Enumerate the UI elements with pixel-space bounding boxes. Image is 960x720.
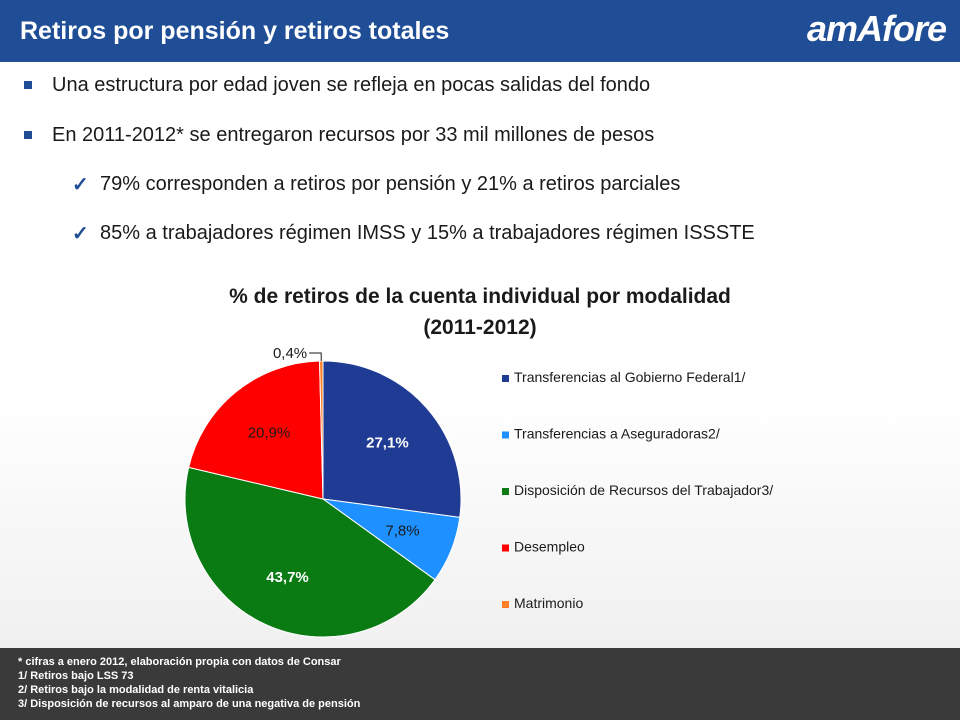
footnote: 2/ Retiros bajo la modalidad de renta vi… [18, 684, 254, 696]
data-label: 0,4% [273, 345, 307, 362]
legend-label: Desempleo [514, 539, 585, 555]
legend-swatch [502, 375, 509, 382]
page-title: Retiros por pensión y retiros totales [20, 17, 450, 45]
checkmark-icon: ✓ [72, 223, 89, 245]
checkmark-icon: ✓ [72, 174, 89, 196]
pie-slice [188, 360, 324, 500]
chart-title: % de retiros de la cuenta individual por… [229, 285, 731, 308]
amafore-logo: amAfore [806, 8, 947, 49]
footnote: 1/ Retiros bajo LSS 73 [18, 670, 134, 682]
legend-swatch [502, 431, 509, 439]
data-label: 7,8% [385, 523, 419, 540]
chart-subtitle: (2011-2012) [423, 316, 537, 339]
footer-bar: * cifras a enero 2012, elaboración propi… [0, 648, 960, 720]
footnote: 3/ Disposición de recursos al amparo de … [18, 698, 361, 710]
bullet-text: 85% a trabajadores régimen IMSS y 15% a … [100, 222, 755, 244]
bullet-text: Una estructura por edad joven se refleja… [52, 74, 651, 96]
pie-slice [184, 466, 436, 638]
bullet-text: 79% corresponden a retiros por pensión y… [100, 173, 681, 195]
legend-label: Matrimonio [514, 595, 583, 611]
bullet-square-icon [24, 81, 32, 89]
data-label: 27,1% [366, 435, 409, 452]
bullet-text: En 2011-2012* se entregaron recursos por… [52, 124, 655, 146]
pie-chart: 27,1% 7,8% 43,7% 20,9% 0,4% Transferencias al… [184, 345, 773, 638]
bullet-square-icon [24, 131, 32, 139]
pie-slice [322, 360, 462, 518]
legend-label: Disposición de Recursos del Trabajador3/ [514, 482, 773, 498]
legend-label: Transferencias a Aseguradoras2/ [514, 426, 720, 442]
data-label: 43,7% [266, 569, 309, 586]
data-label: 20,9% [248, 425, 291, 442]
legend-swatch [502, 544, 509, 552]
footnote: * cifras a enero 2012, elaboración propi… [18, 656, 341, 668]
legend-label: Transferencias al Gobierno Federal1/ [514, 369, 745, 385]
legend-swatch [502, 488, 509, 495]
leader-line [309, 352, 322, 362]
legend-swatch [502, 601, 509, 608]
header-bar: Retiros por pensión y retiros totales am… [0, 0, 960, 62]
pie-slice [319, 360, 324, 500]
